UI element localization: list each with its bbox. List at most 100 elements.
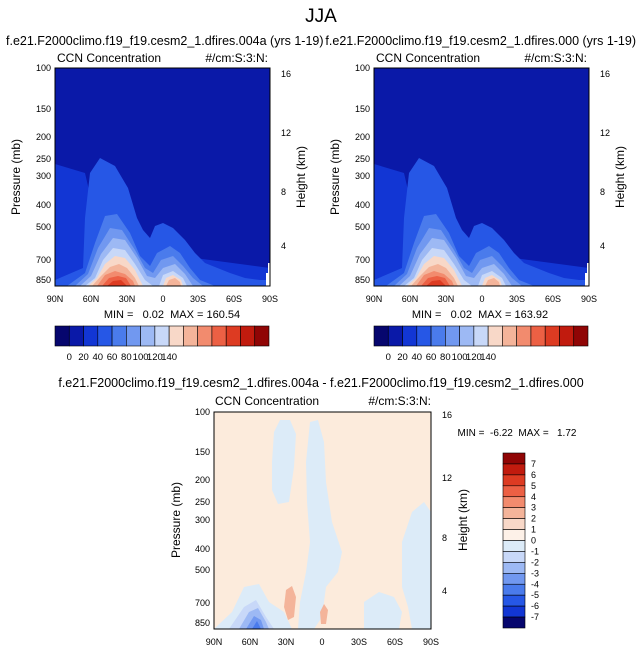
panel-3-ytick: 500 (195, 565, 210, 575)
colorbar-swatch (502, 605, 526, 618)
colorbar-swatch (559, 325, 575, 347)
colorbar-swatch (502, 496, 526, 508)
colorbar-swatch (487, 325, 503, 347)
colorbar-swatch (502, 452, 526, 465)
panel-2-ytick: 200 (355, 132, 370, 142)
colorbar-swatch (68, 325, 84, 347)
panel-2-y2tick: 12 (600, 128, 610, 138)
colorbar-swatch (402, 325, 418, 347)
colorbar-tick-label: 80 (440, 352, 451, 363)
panel-2-xtick: 0 (479, 294, 484, 304)
colorbar-swatch (544, 325, 560, 347)
panel-2-right-label: #/cm:S:3:N: (524, 51, 587, 65)
colorbar-swatch (502, 583, 526, 596)
panel-2: f.e21.F2000climo.f19_f19.cesm2_1.dfires.… (325, 34, 636, 363)
colorbar-swatch (254, 325, 270, 347)
colorbar-swatch (502, 529, 526, 541)
panel-3-left-label: CCN Concentration (215, 394, 319, 408)
panel-3-y2tick: 8 (442, 533, 447, 543)
panel-2-ytick: 300 (355, 171, 370, 181)
panel-1-y2tick: 12 (281, 128, 291, 138)
colorbar-swatch (54, 325, 70, 347)
colorbar-swatch (211, 325, 227, 347)
panel-1-ytick: 300 (36, 171, 51, 181)
colorbar-swatch (516, 325, 532, 347)
panel-2-stats: MIN = 0.02 MAX = 163.92 (412, 309, 548, 321)
panel-1-xtick: 60S (226, 294, 242, 304)
panel-3-stats: MIN = -6.22 MAX = 1.72 (458, 428, 577, 439)
panel-2-ytick: 700 (355, 255, 370, 265)
colorbar-swatch (126, 325, 141, 347)
panel-2-y2tick: 4 (600, 241, 605, 251)
colorbar-tick-label: 4 (531, 492, 536, 502)
colorbar-swatch (502, 325, 517, 347)
colorbar-tick-label: 120 (466, 352, 482, 363)
colorbar-swatch (154, 325, 170, 347)
panel-3-ytick: 400 (195, 544, 210, 554)
colorbar-tick-label: 3 (531, 503, 536, 513)
colorbar-swatch (502, 616, 526, 629)
colorbar-tick-label: 0 (531, 536, 536, 546)
panel-3-ytick: 100 (195, 407, 210, 417)
panel-1-ylabel: Pressure (mb) (9, 139, 23, 215)
panel-3-y2tick: 16 (442, 410, 452, 420)
panel-1-left-label: CCN Concentration (57, 51, 161, 65)
colorbar-swatch (168, 325, 184, 347)
panel-1-xtick: 30N (119, 294, 136, 304)
panel-1-y2tick: 8 (281, 187, 286, 197)
panel-2-ytick: 150 (355, 104, 370, 114)
colorbar-tick-label: -2 (531, 557, 539, 567)
panel-1-ytick: 150 (36, 104, 51, 114)
panel-1-ytick: 400 (36, 200, 51, 210)
panel-3-y2tick: 4 (442, 586, 447, 596)
panel-2-xtick: 90S (581, 294, 597, 304)
panel-3-xtick: 90N (206, 637, 223, 647)
colorbar-swatch (225, 325, 241, 347)
panel-3-y2tick: 12 (442, 473, 452, 483)
panel-2-ytick: 100 (355, 63, 370, 73)
colorbar-tick-label: 7 (531, 459, 536, 469)
panel-1-ytick: 100 (36, 63, 51, 73)
colorbar-tick-label: -1 (531, 546, 539, 556)
panel-1-ytick: 200 (36, 132, 51, 142)
colorbar-swatch (430, 325, 446, 347)
colorbar-tick-label: 0 (67, 352, 72, 363)
panel-3-ytick: 200 (195, 475, 210, 485)
colorbar-swatch (502, 463, 526, 476)
panel-1-axes: 100 150 200 250 300 400 500 700 850 16 1… (36, 63, 291, 304)
colorbar-swatch (240, 325, 256, 347)
panel-2-ylabel: Pressure (mb) (328, 139, 342, 215)
colorbar-swatch (502, 474, 526, 487)
panel-3-xtick: 30N (278, 637, 295, 647)
panel-3-plot-field (213, 411, 432, 630)
colorbar-swatch (473, 325, 489, 347)
panel-3-ytick: 250 (195, 497, 210, 507)
colorbar-swatch (502, 518, 526, 530)
colorbar-swatch (111, 325, 127, 347)
panel-2-ytick: 400 (355, 200, 370, 210)
panel-3-xtick: 90S (423, 637, 439, 647)
colorbar-tick-label: -3 (531, 568, 539, 578)
panel-2-ytick: 250 (355, 154, 370, 164)
colorbar-swatch (502, 507, 526, 519)
colorbar-swatch (502, 540, 526, 552)
panel-3-case-title: f.e21.F2000climo.f19_f19.cesm2_1.dfires.… (58, 376, 583, 390)
panel-1-ytick: 500 (36, 222, 51, 232)
panel-3-right-label: #/cm:S:3:N: (368, 394, 431, 408)
panel-2-y2tick: 16 (600, 69, 610, 79)
figure-title: JJA (305, 6, 337, 27)
panel-1-y2label: Height (km) (294, 146, 308, 208)
colorbar-tick-label: 100 (452, 352, 468, 363)
colorbar-tick-label: 40 (93, 352, 104, 363)
colorbar-swatch (459, 325, 475, 347)
panel-1-ytick: 700 (36, 255, 51, 265)
panel-3-ytick: 150 (195, 447, 210, 457)
colorbar-swatch (140, 325, 156, 347)
panel-2-ytick: 500 (355, 222, 370, 232)
colorbar-tick-label: 5 (531, 481, 536, 491)
colorbar-swatch (197, 325, 213, 347)
colorbar-swatch (502, 485, 526, 498)
colorbar-tick-label: 60 (426, 352, 437, 363)
